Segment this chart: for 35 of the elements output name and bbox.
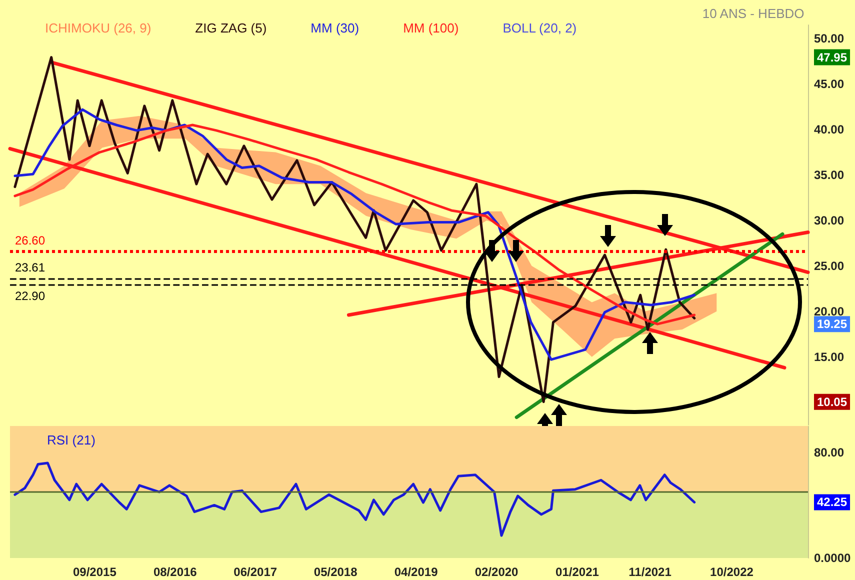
x-tick-label: 04/2019 [394,565,438,579]
x-tick-label: 09/2015 [72,565,117,579]
text: MM (30) [310,20,360,36]
y-tick-label: 40.00 [814,122,844,137]
ref-line-label: 26.60 [15,233,46,248]
x-tick-label: 05/2018 [314,565,358,579]
ref-line-label: 23.61 [15,260,46,275]
legend-label: BOLL (20, 2) [502,20,577,36]
x-tick-label: 01/2021 [556,565,600,579]
y-tick-label: 0.0000 [814,551,852,565]
text: MM (100) [403,20,459,36]
y-tick-label: 25.00 [814,258,844,273]
x-tick-label: 08/2016 [153,565,198,579]
text: ZIG ZAG (5) [195,20,267,36]
line-series [14,56,696,404]
x-tick-label: 10/2022 [710,565,754,579]
y-tick-label: 15.00 [814,350,844,364]
legend-label: ICHIMOKU (26, 9) [45,20,152,36]
x-tick-label: 11/2021 [628,565,672,579]
y-tick-label: 10.05 [817,394,848,409]
y-tick-label: 80.00 [814,445,844,460]
y-tick-label: 20.00 [814,304,844,318]
x-tick-label: 02/2020 [474,565,519,579]
ref-line-label: 22.90 [15,289,46,303]
y-tick-label: 47.95 [817,50,848,64]
y-tick-label: 30.00 [814,213,844,228]
series-label: RSI (21) [47,432,96,448]
y-tick-label: 19.25 [817,317,848,332]
x-tick-label: 06/2017 [234,565,278,579]
chart-subtitle: 10 ANS - HEBDO [702,6,804,21]
y-tick-label: 45.00 [814,77,844,92]
y-tick-label: 35.00 [814,168,844,182]
y-tick-label: 42.25 [817,495,848,510]
line-series [14,462,696,537]
y-tick-label: 50.00 [814,32,844,46]
